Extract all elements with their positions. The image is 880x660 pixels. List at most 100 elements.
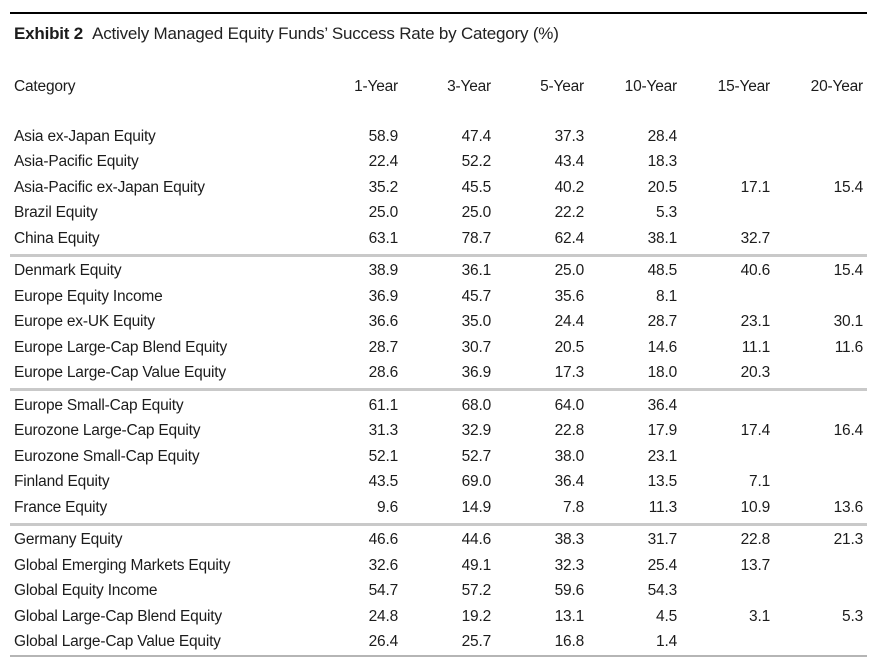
category-cell: Europe Large-Cap Value Equity xyxy=(14,364,226,382)
value-cell: 3.1 xyxy=(749,607,770,625)
success-rate-table: Category 1-Year 3-Year 5-Year 10-Year 15… xyxy=(10,76,867,656)
value-cell: 17.4 xyxy=(740,422,770,440)
column-header-10-year: 10-Year xyxy=(624,78,677,95)
value-cell: 49.1 xyxy=(461,556,491,574)
category-cell: Denmark Equity xyxy=(14,262,122,280)
value-cell: 68.0 xyxy=(461,396,491,414)
value-cell: 46.6 xyxy=(368,531,398,549)
value-cell: 38.3 xyxy=(554,531,584,549)
category-cell: Global Large-Cap Blend Equity xyxy=(14,607,222,625)
category-cell: Asia-Pacific ex-Japan Equity xyxy=(14,178,205,196)
category-cell: Europe ex-UK Equity xyxy=(14,313,155,331)
value-cell: 31.3 xyxy=(368,422,398,440)
category-cell: Finland Equity xyxy=(14,473,110,491)
value-cell: 14.9 xyxy=(461,498,491,516)
value-cell: 48.5 xyxy=(647,262,677,280)
value-cell: 38.1 xyxy=(647,229,677,247)
value-cell: 16.4 xyxy=(833,422,863,440)
value-cell: 63.1 xyxy=(368,229,398,247)
column-header-5-year: 5-Year xyxy=(540,78,584,95)
table-row: Finland Equity 43.5 69.0 36.4 13.5 7.1 xyxy=(14,470,866,496)
value-cell: 8.1 xyxy=(656,287,677,305)
value-cell: 30.7 xyxy=(461,338,491,356)
value-cell: 61.1 xyxy=(368,396,398,414)
value-cell: 36.4 xyxy=(647,396,677,414)
value-cell: 54.3 xyxy=(647,582,677,600)
value-cell: 52.7 xyxy=(461,447,491,465)
table-row: Denmark Equity 38.9 36.1 25.0 48.5 40.6 15.4 xyxy=(14,259,866,285)
value-cell: 28.7 xyxy=(647,313,677,331)
value-cell: 36.9 xyxy=(461,364,491,382)
value-cell: 5.3 xyxy=(656,204,677,222)
table-row: Germany Equity 46.6 44.6 38.3 31.7 22.8 21.3 xyxy=(14,528,866,554)
category-cell: Global Equity Income xyxy=(14,582,158,600)
value-cell: 22.2 xyxy=(554,204,584,222)
value-cell: 13.5 xyxy=(647,473,677,491)
value-cell: 35.6 xyxy=(554,287,584,305)
value-cell: 32.3 xyxy=(554,556,584,574)
value-cell: 7.1 xyxy=(749,473,770,491)
value-cell: 14.6 xyxy=(647,338,677,356)
table-row: France Equity 9.6 14.9 7.8 11.3 10.9 13.6 xyxy=(14,495,866,521)
value-cell: 36.6 xyxy=(368,313,398,331)
value-cell: 22.4 xyxy=(368,153,398,171)
value-cell: 43.4 xyxy=(554,153,584,171)
category-cell: China Equity xyxy=(14,229,100,247)
value-cell: 35.2 xyxy=(368,178,398,196)
top-rule xyxy=(10,12,867,14)
table-row: Asia ex-Japan Equity 58.9 47.4 37.3 28.4 xyxy=(14,124,866,150)
value-cell: 11.1 xyxy=(741,338,770,356)
value-cell: 32.6 xyxy=(368,556,398,574)
value-cell: 19.2 xyxy=(461,607,491,625)
value-cell: 23.1 xyxy=(647,447,677,465)
value-cell: 17.1 xyxy=(740,178,770,196)
value-cell: 28.7 xyxy=(368,338,398,356)
value-cell: 17.9 xyxy=(647,422,677,440)
value-cell: 13.7 xyxy=(740,556,770,574)
group-separator xyxy=(10,253,867,257)
value-cell: 52.1 xyxy=(368,447,398,465)
value-cell: 78.7 xyxy=(461,229,491,247)
value-cell: 59.6 xyxy=(554,582,584,600)
value-cell: 4.5 xyxy=(656,607,677,625)
table-row: Global Large-Cap Value Equity 26.4 25.7 16.… xyxy=(14,630,866,656)
value-cell: 30.1 xyxy=(833,313,863,331)
value-cell: 38.9 xyxy=(368,262,398,280)
column-header-1-year: 1-Year xyxy=(354,78,398,95)
value-cell: 44.6 xyxy=(461,531,491,549)
value-cell: 25.0 xyxy=(461,204,491,222)
category-cell: France Equity xyxy=(14,498,108,516)
table-row: Eurozone Large-Cap Equity 31.3 32.9 22.8 17.… xyxy=(14,419,866,445)
value-cell: 58.9 xyxy=(368,127,398,145)
value-cell: 16.8 xyxy=(554,633,584,651)
value-cell: 36.9 xyxy=(368,287,398,305)
table-row: Europe Large-Cap Blend Equity 28.7 30.7 20.… xyxy=(14,335,866,361)
category-cell: Eurozone Small-Cap Equity xyxy=(14,447,200,465)
value-cell: 15.4 xyxy=(833,178,863,196)
category-cell: Germany Equity xyxy=(14,531,123,549)
value-cell: 45.5 xyxy=(461,178,491,196)
value-cell: 10.9 xyxy=(740,498,770,516)
value-cell: 18.0 xyxy=(647,364,677,382)
value-cell: 21.3 xyxy=(833,531,863,549)
value-cell: 40.6 xyxy=(740,262,770,280)
category-cell: Brazil Equity xyxy=(14,204,98,222)
value-cell: 17.3 xyxy=(554,364,584,382)
exhibit-heading: Exhibit 2 Actively Managed Equity Funds’ … xyxy=(14,24,559,44)
category-cell: Global Emerging Markets Equity xyxy=(14,556,231,574)
table-row: Global Emerging Markets Equity 32.6 49.1 32… xyxy=(14,553,866,579)
value-cell: 31.7 xyxy=(647,531,677,549)
value-cell: 13.6 xyxy=(833,498,863,516)
column-header-20-year: 20-Year xyxy=(810,78,863,95)
table-body: Asia ex-Japan Equity 58.9 47.4 37.3 28.4 Asia… xyxy=(10,124,867,656)
value-cell: 36.1 xyxy=(461,262,491,280)
column-header-category: Category xyxy=(14,78,76,95)
value-cell: 45.7 xyxy=(461,287,491,305)
table-row: Europe Large-Cap Value Equity 28.6 36.9 17.… xyxy=(14,361,866,387)
value-cell: 28.4 xyxy=(647,127,677,145)
value-cell: 11.6 xyxy=(834,338,863,356)
value-cell: 5.3 xyxy=(842,607,863,625)
value-cell: 26.4 xyxy=(368,633,398,651)
value-cell: 20.5 xyxy=(647,178,677,196)
